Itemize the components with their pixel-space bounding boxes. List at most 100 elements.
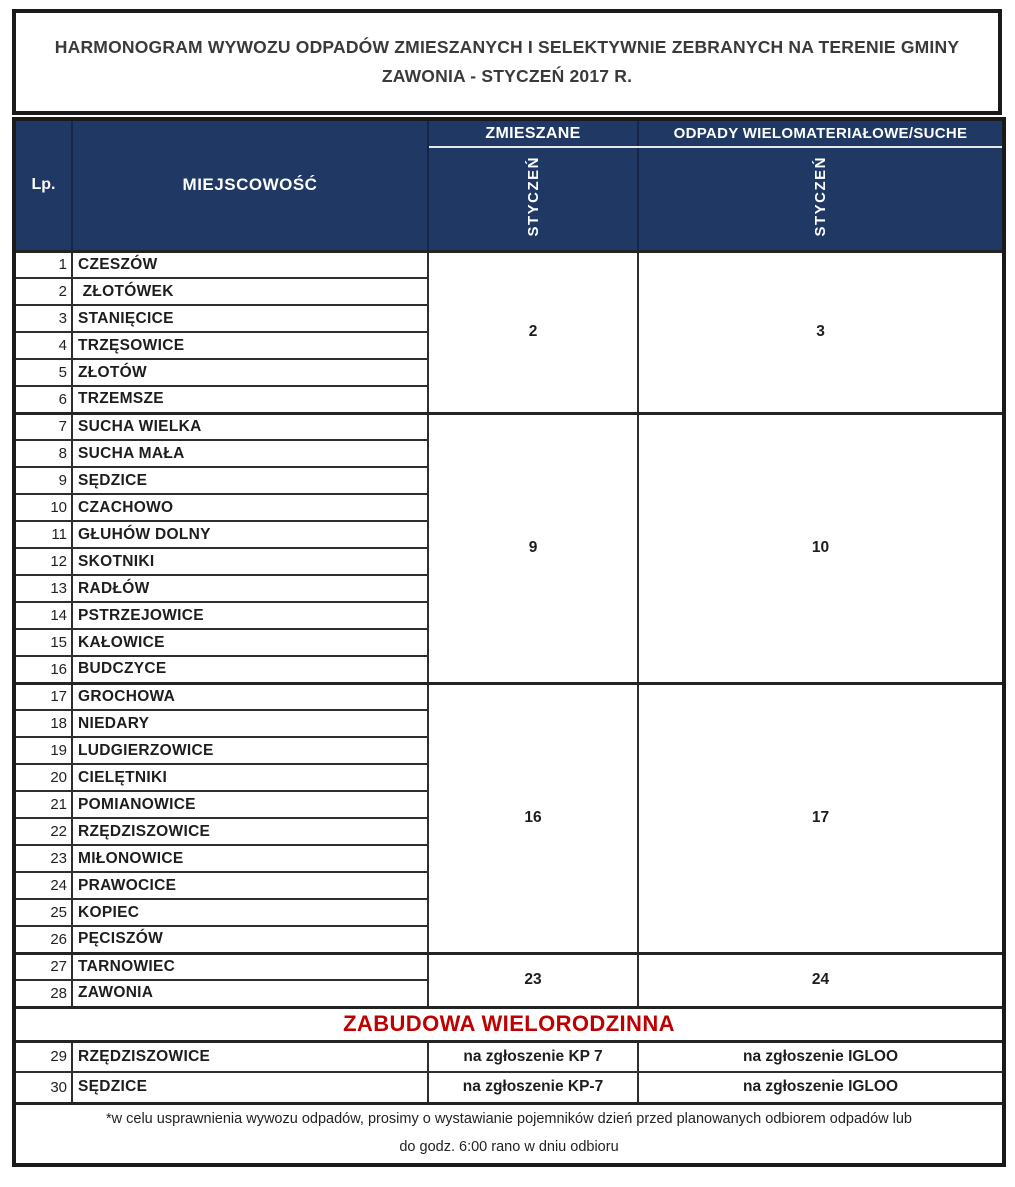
place-cell: ZAWONIA xyxy=(71,979,429,1008)
mixed-date-cell: 9 xyxy=(427,411,639,684)
table-row: 23 MIŁONOWICE xyxy=(13,844,1004,873)
place-cell: ZŁOTÓW xyxy=(71,358,429,387)
table-row: 17 GROCHOWA 16 17 xyxy=(13,681,1005,954)
table-row: 1 CZESZÓW 2 3 xyxy=(13,249,1005,414)
multi-date-cell: 17 xyxy=(637,681,1005,954)
row-number-cell: 15 xyxy=(13,628,73,657)
place-cell: RZĘDZISZOWICE xyxy=(71,1040,429,1073)
row-number-cell: 19 xyxy=(13,736,73,765)
table-row: 6 TRZEMSZE xyxy=(13,385,1004,414)
row-number-cell: 8 xyxy=(13,439,73,468)
table-row: 12 SKOTNIKI xyxy=(13,547,1004,576)
header-zmieszane: ZMIESZANE xyxy=(427,118,639,148)
place-cell: SĘDZICE xyxy=(71,466,429,495)
row-number-cell: 16 xyxy=(13,655,73,684)
place-cell: KAŁOWICE xyxy=(71,628,429,657)
place-cell: TRZĘSOWICE xyxy=(71,331,429,360)
row-number-cell: 11 xyxy=(13,520,73,549)
place-cell: ZŁOTÓWEK xyxy=(71,277,429,306)
multi-date-cell: 24 xyxy=(637,951,1005,1008)
row-number-cell: 25 xyxy=(13,898,73,927)
row-number-cell: 7 xyxy=(13,411,73,441)
section-header-cell: ZABUDOWA WIELORODZINNA xyxy=(13,1005,1005,1043)
place-cell: PRAWOCICE xyxy=(71,871,429,900)
place-cell: SUCHA MAŁA xyxy=(71,439,429,468)
row-number-cell: 27 xyxy=(13,951,73,981)
row-number-cell: 12 xyxy=(13,547,73,576)
footnote-line: do godz. 6:00 rano w dniu odbioru xyxy=(399,1138,619,1155)
header-odpady-wielomaterialowe: ODPADY WIELOMATERIAŁOWE/SUCHE xyxy=(637,118,1005,148)
place-cell: GROCHOWA xyxy=(71,681,429,711)
row-number-cell: 21 xyxy=(13,790,73,819)
multi-date-cell: 10 xyxy=(637,411,1005,684)
multi-on-request-cell: na zgłoszenie IGLOO xyxy=(637,1040,1005,1073)
place-cell: LUDGIERZOWICE xyxy=(71,736,429,765)
table-row: 22 RZĘDZISZOWICE xyxy=(13,817,1004,846)
place-cell: PĘCISZÓW xyxy=(71,925,429,954)
schedule-sheet: HARMONOGRAM WYWOZU ODPADÓW ZMIESZANYCH I… xyxy=(12,9,1006,1167)
table-row: 24 PRAWOCICE xyxy=(13,871,1004,900)
row-number-cell: 5 xyxy=(13,358,73,387)
table-row: 9 SĘDZICE xyxy=(13,466,1004,495)
header-month-odpady: STYCZEŃ xyxy=(637,146,1005,252)
month-label-vertical: STYCZEŃ xyxy=(524,155,542,237)
header-month-zmieszane: STYCZEŃ xyxy=(427,146,639,252)
table-row: 28 ZAWONIA xyxy=(13,979,1004,1008)
place-cell: GŁUHÓW DOLNY xyxy=(71,520,429,549)
table-row: 8 SUCHA MAŁA xyxy=(13,439,1004,468)
table-row: 27 TARNOWIEC 23 24 xyxy=(13,951,1005,1008)
table-row: 14 PSTRZEJOWICE xyxy=(13,601,1004,630)
place-cell: SUCHA WIELKA xyxy=(71,411,429,441)
place-cell: CZACHOWO xyxy=(71,493,429,522)
place-cell: SKOTNIKI xyxy=(71,547,429,576)
table-row: 16 BUDCZYCE xyxy=(13,655,1004,684)
row-number-cell: 30 xyxy=(13,1071,73,1104)
place-cell: POMIANOWICE xyxy=(71,790,429,819)
multi-date-cell: 3 xyxy=(637,249,1005,414)
row-number-cell: 24 xyxy=(13,871,73,900)
table-row: 26 PĘCISZÓW xyxy=(13,925,1004,954)
row-number-cell: 26 xyxy=(13,925,73,954)
title-box: HARMONOGRAM WYWOZU ODPADÓW ZMIESZANYCH I… xyxy=(12,9,1002,115)
place-cell: CIELĘTNIKI xyxy=(71,763,429,792)
table-row: 30 SĘDZICE na zgłoszenie KP-7 na zgłoszenie… xyxy=(13,1071,1005,1104)
row-number-cell: 14 xyxy=(13,601,73,630)
place-cell: BUDCZYCE xyxy=(71,655,429,684)
page-title: HARMONOGRAM WYWOZU ODPADÓW ZMIESZANYCH I… xyxy=(54,37,960,86)
row-number-cell: 29 xyxy=(13,1040,73,1073)
place-cell: NIEDARY xyxy=(71,709,429,738)
place-cell: TARNOWIEC xyxy=(71,951,429,981)
table-row: 3 STANIĘCICE xyxy=(13,304,1004,333)
header-miejscowosc: MIEJSCOWOŚĆ xyxy=(71,118,429,252)
mixed-on-request-cell: na zgłoszenie KP 7 xyxy=(427,1040,639,1073)
row-number-cell: 9 xyxy=(13,466,73,495)
month-label-vertical: STYCZEŃ xyxy=(812,155,829,237)
row-number-cell: 17 xyxy=(13,681,73,711)
table-row: 11 GŁUHÓW DOLNY xyxy=(13,520,1004,549)
footnote-line: *w celu usprawnienia wywozu odpadów, pro… xyxy=(105,1111,912,1128)
table-row: 18 NIEDARY xyxy=(13,709,1004,738)
table-row: 20 CIELĘTNIKI xyxy=(13,763,1004,792)
row-number-cell: 18 xyxy=(13,709,73,738)
place-cell: MIŁONOWICE xyxy=(71,844,429,873)
place-cell: KOPIEC xyxy=(71,898,429,927)
table-row: 25 KOPIEC xyxy=(13,898,1004,927)
mixed-on-request-cell: na zgłoszenie KP-7 xyxy=(427,1071,639,1104)
place-cell: RADŁÓW xyxy=(71,574,429,603)
place-cell: PSTRZEJOWICE xyxy=(71,601,429,630)
stray-dot: . xyxy=(924,0,928,17)
mixed-date-cell: 2 xyxy=(427,249,639,414)
mixed-date-cell: 16 xyxy=(427,681,639,954)
table-row: 4 TRZĘSOWICE xyxy=(13,331,1004,360)
row-number-cell: 22 xyxy=(13,817,73,846)
table-row: 10 CZACHOWO xyxy=(13,493,1004,522)
row-number-cell: 20 xyxy=(13,763,73,792)
table-row: 21 POMIANOWICE xyxy=(13,790,1004,819)
footnote-row: *w celu usprawnienia wywozu odpadów, pro… xyxy=(13,1101,1005,1166)
row-number-cell: 10 xyxy=(13,493,73,522)
row-number-cell: 23 xyxy=(13,844,73,873)
mixed-date-cell: 23 xyxy=(427,951,639,1008)
place-cell: SĘDZICE xyxy=(71,1071,429,1104)
place-cell: TRZEMSZE xyxy=(71,385,429,414)
row-number-cell: 28 xyxy=(13,979,73,1008)
